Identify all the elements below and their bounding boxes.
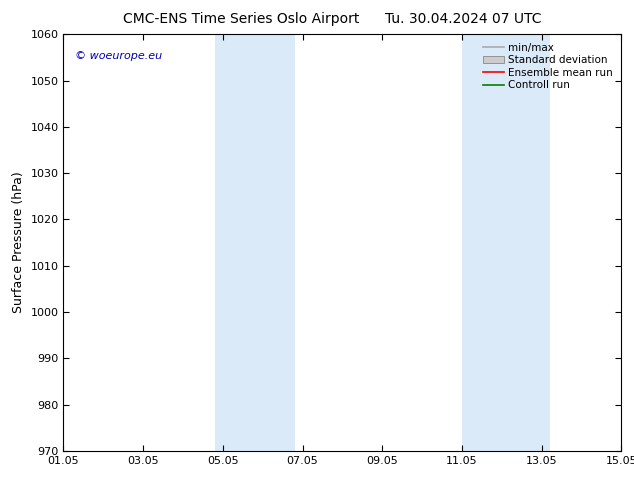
Text: CMC-ENS Time Series Oslo Airport: CMC-ENS Time Series Oslo Airport [123, 12, 359, 26]
Bar [215, 34, 295, 451]
Y-axis label: Surface Pressure (hPa): Surface Pressure (hPa) [12, 172, 25, 314]
Text: Tu. 30.04.2024 07 UTC: Tu. 30.04.2024 07 UTC [385, 12, 541, 26]
Legend: min/max, Standard deviation, Ensemble mean run, Controll run: min/max, Standard deviation, Ensemble me… [480, 40, 616, 94]
Bar [462, 34, 550, 451]
Text: © woeurope.eu: © woeurope.eu [75, 51, 162, 61]
